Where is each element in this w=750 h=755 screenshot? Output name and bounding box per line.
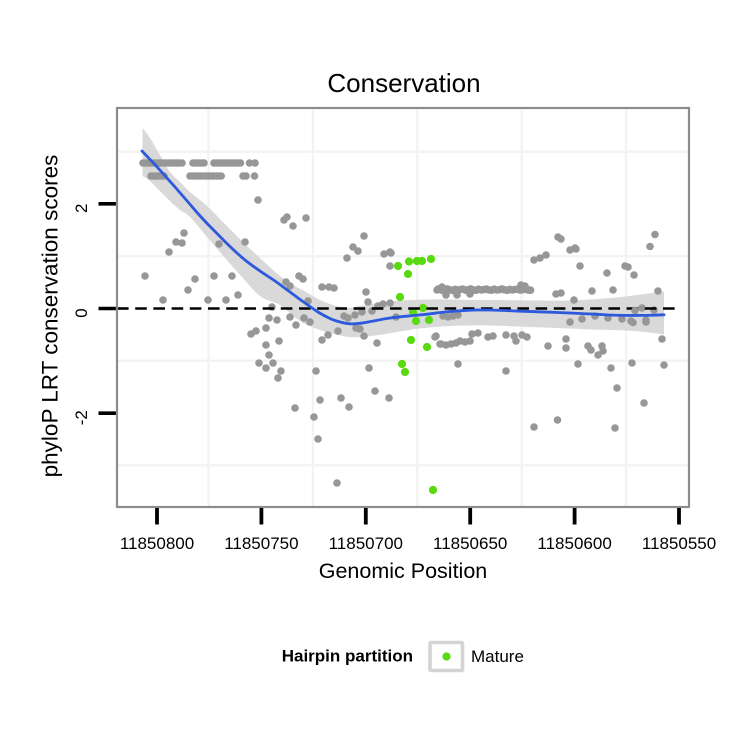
- svg-text:11850550: 11850550: [642, 534, 716, 553]
- svg-text:-2: -2: [72, 410, 91, 425]
- svg-text:11850800: 11850800: [120, 534, 194, 553]
- svg-text:11850750: 11850750: [224, 534, 298, 553]
- svg-text:11850700: 11850700: [329, 534, 403, 553]
- svg-text:Genomic Position: Genomic Position: [319, 559, 488, 583]
- svg-text:11850650: 11850650: [433, 534, 507, 553]
- svg-text:phyloP LRT conservation scores: phyloP LRT conservation scores: [38, 155, 63, 478]
- svg-text:0: 0: [72, 308, 91, 317]
- svg-text:Mature: Mature: [471, 647, 524, 666]
- svg-text:11850600: 11850600: [537, 534, 611, 553]
- svg-text:Hairpin partition: Hairpin partition: [282, 647, 413, 666]
- svg-text:2: 2: [72, 204, 91, 213]
- svg-text:Conservation: Conservation: [327, 68, 480, 98]
